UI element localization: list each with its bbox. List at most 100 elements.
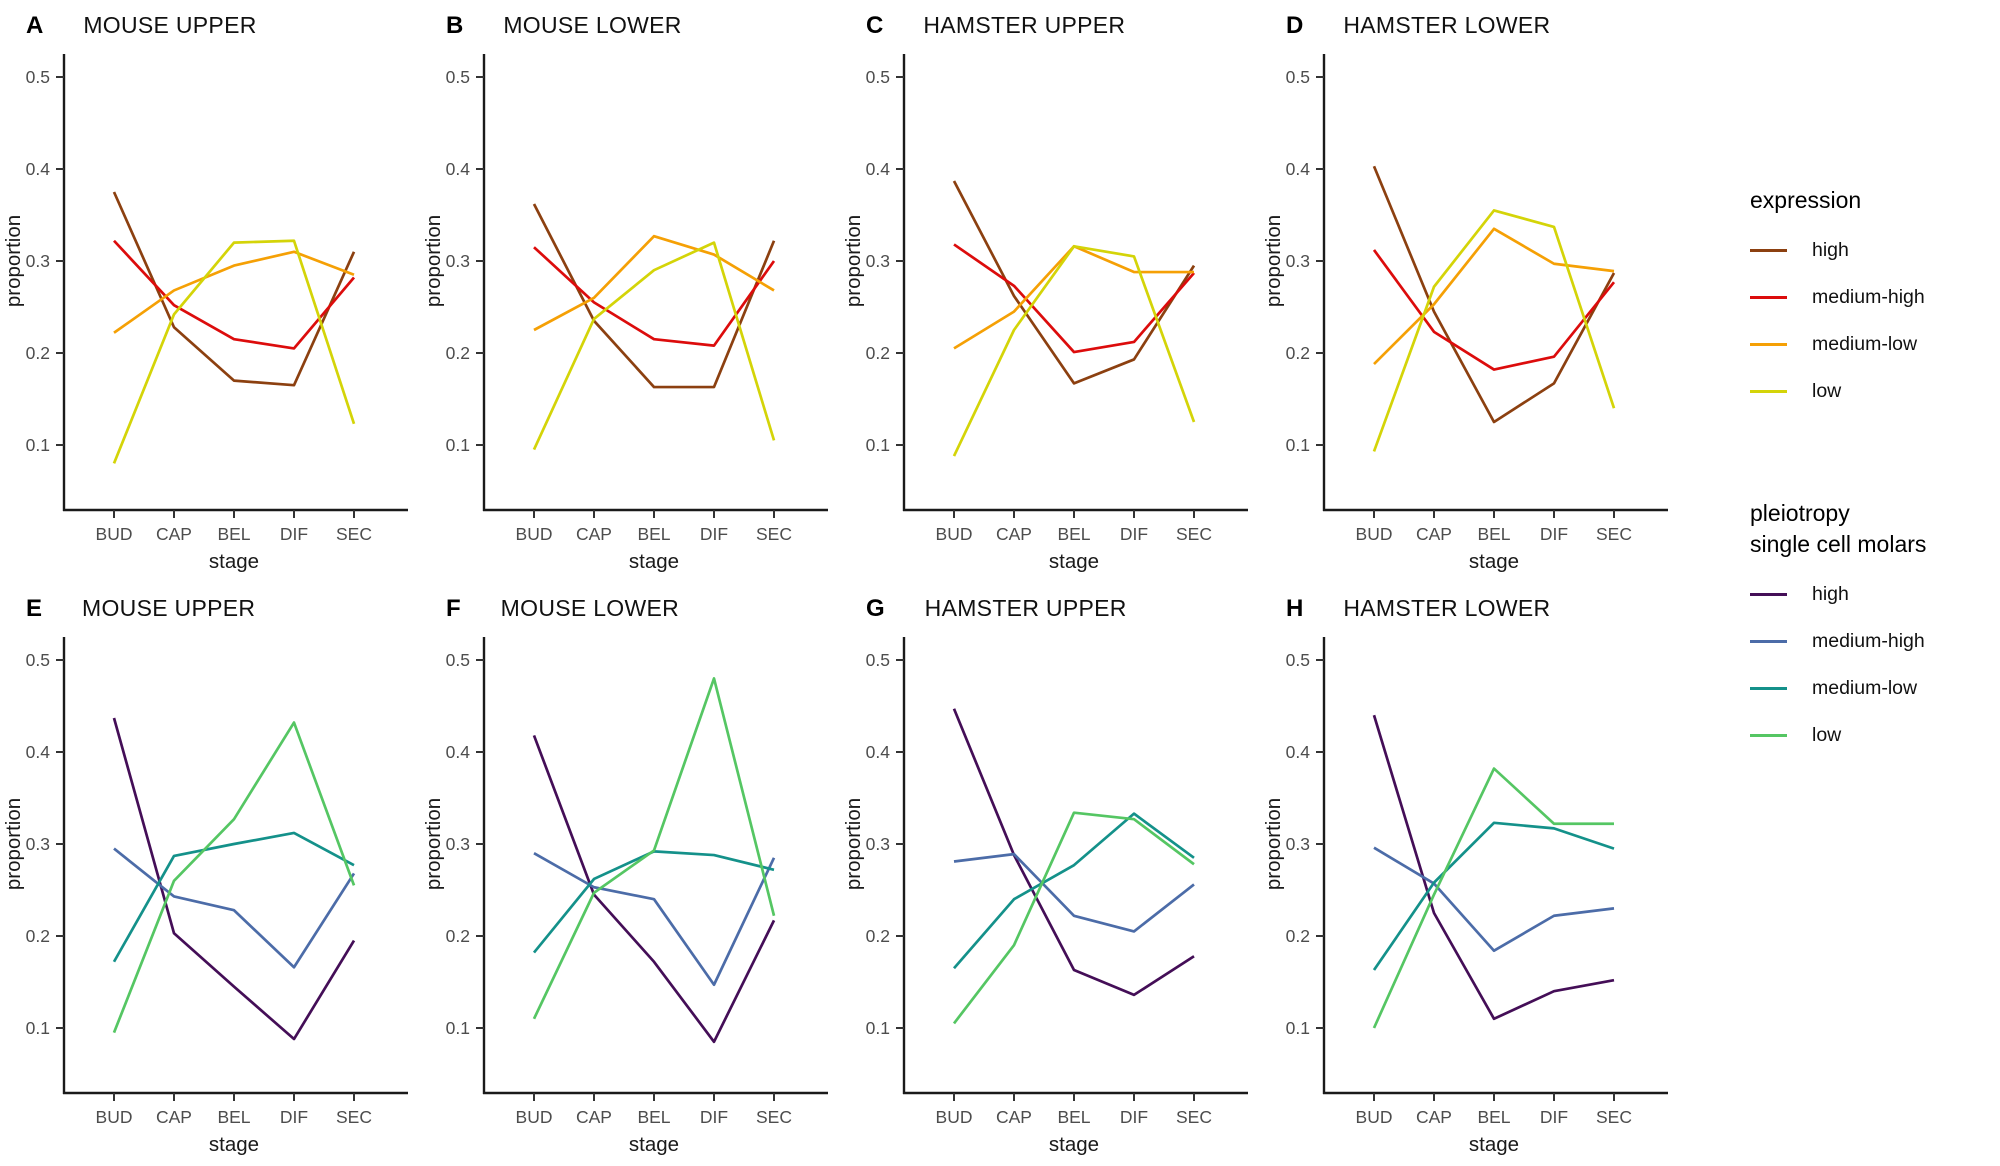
- svg-text:0.2: 0.2: [866, 926, 890, 946]
- legend-item-pleiotropy-low: low: [1750, 724, 2000, 747]
- series-line-low: [952, 811, 1195, 1025]
- series-line-low: [1372, 209, 1616, 452]
- svg-text:BEL: BEL: [1477, 524, 1510, 544]
- panel-c: C HAMSTER UPPER 0.1 0.2 0.3 0.4 0.5 proportio…: [840, 0, 1260, 583]
- svg-text:0.3: 0.3: [1286, 251, 1310, 271]
- line-swatch-high: [1750, 593, 1787, 597]
- svg-text:DIF: DIF: [1540, 524, 1568, 544]
- line-chart-mouse-upper-expression: 0.1 0.2 0.3 0.4 0.5 proportion BUD CAP BEL DIF SEC…: [2, 54, 408, 573]
- series-line-low: [532, 677, 776, 1020]
- x-axis-label: stage: [209, 1133, 259, 1156]
- series-line-medium-low: [113, 250, 355, 334]
- svg-text:SEC: SEC: [1176, 1107, 1212, 1127]
- svg-text:DIF: DIF: [1540, 1107, 1568, 1127]
- panel-a: A MOUSE UPPER 0.1 0.2 0.3 0.4 0.5 proportion B…: [0, 0, 420, 583]
- svg-text:0.2: 0.2: [1286, 926, 1310, 946]
- series-lines: [532, 677, 776, 1044]
- svg-text:0.4: 0.4: [866, 742, 891, 762]
- x-axis-label: stage: [209, 550, 259, 573]
- legend-item-label: medium-low: [1812, 333, 1918, 356]
- legend-item-expression-high: high: [1750, 239, 2000, 262]
- svg-text:0.2: 0.2: [446, 343, 470, 363]
- svg-text:0.4: 0.4: [446, 159, 471, 179]
- x-axis: BUD CAP BEL DIF SEC stage: [63, 1091, 408, 1156]
- series-line-medium-low: [532, 850, 775, 954]
- legend-title-expression: expression: [1750, 187, 1862, 213]
- x-axis-label: stage: [1469, 1133, 1519, 1156]
- x-axis: BUD CAP BEL DIF SEC stage: [483, 1091, 828, 1156]
- series-line-medium-high: [113, 239, 356, 350]
- series-line-low: [112, 721, 356, 1034]
- line-swatch-low: [1750, 734, 1787, 738]
- svg-text:0.1: 0.1: [1286, 1018, 1310, 1038]
- panel-h-header: H HAMSTER LOWER: [1260, 583, 1680, 625]
- x-axis: BUD CAP BEL DIF SEC stage: [1323, 1091, 1668, 1156]
- series-line-medium-low: [1372, 821, 1615, 971]
- y-axis: 0.1 0.2 0.3 0.4 0.5 proportion: [1262, 54, 1326, 511]
- svg-text:BUD: BUD: [96, 1107, 133, 1127]
- panel-letter: B: [446, 12, 464, 39]
- series-lines: [112, 191, 356, 464]
- panel-letter: F: [446, 595, 461, 622]
- panel-letter: D: [1286, 12, 1304, 39]
- y-axis: 0.1 0.2 0.3 0.4 0.5 proportion: [842, 637, 906, 1094]
- svg-text:BEL: BEL: [217, 524, 250, 544]
- series-lines: [1372, 714, 1615, 1029]
- series-line-medium-low: [952, 812, 1195, 970]
- svg-text:0.5: 0.5: [446, 650, 470, 670]
- svg-text:CAP: CAP: [1416, 524, 1452, 544]
- y-axis-label: proportion: [842, 215, 865, 307]
- y-axis: 0.1 0.2 0.3 0.4 0.5 proportion: [2, 54, 66, 511]
- panel-g-header: G HAMSTER UPPER: [840, 583, 1260, 625]
- svg-text:BUD: BUD: [516, 524, 553, 544]
- y-axis-label: proportion: [1262, 215, 1285, 307]
- svg-text:0.4: 0.4: [1286, 159, 1311, 179]
- x-axis: BUD CAP BEL DIF SEC stage: [903, 1091, 1248, 1156]
- panel-title: HAMSTER LOWER: [1343, 595, 1551, 621]
- line-chart-hamster-lower-pleiotropy: 0.1 0.2 0.3 0.4 0.5 proportion BUD CAP BEL DIF SEC…: [1262, 637, 1668, 1156]
- panel-e: E MOUSE UPPER 0.1 0.2 0.3 0.4 0.5 proportion B…: [0, 583, 420, 1166]
- series-line-high: [952, 180, 1196, 385]
- svg-text:0.2: 0.2: [26, 343, 50, 363]
- line-swatch-high: [1750, 249, 1787, 253]
- svg-text:CAP: CAP: [996, 524, 1032, 544]
- svg-text:0.1: 0.1: [446, 435, 470, 455]
- svg-text:SEC: SEC: [1596, 1107, 1632, 1127]
- svg-text:CAP: CAP: [996, 1107, 1032, 1127]
- legend-title-line-2: single cell molars: [1750, 530, 1927, 557]
- svg-text:DIF: DIF: [280, 524, 308, 544]
- legend-item-expression-medium-low: medium-low: [1750, 333, 2000, 356]
- series-lines: [952, 180, 1196, 457]
- svg-text:0.4: 0.4: [26, 742, 51, 762]
- x-axis: BUD CAP BEL DIF SEC stage: [483, 508, 828, 573]
- y-axis: 0.1 0.2 0.3 0.4 0.5 proportion: [422, 54, 486, 511]
- series-lines: [112, 717, 356, 1041]
- line-chart-mouse-lower-expression: 0.1 0.2 0.3 0.4 0.5 proportion BUD CAP BEL DIF SEC…: [422, 54, 828, 573]
- series-line-medium-high: [113, 847, 356, 969]
- svg-text:BUD: BUD: [1356, 1107, 1393, 1127]
- legend: expression high medium-high medium-low l…: [1680, 0, 2000, 1166]
- panel-f-header: F MOUSE LOWER: [420, 583, 840, 625]
- svg-text:BEL: BEL: [637, 1107, 670, 1127]
- legend-item-expression-low: low: [1750, 380, 2000, 403]
- y-axis-label: proportion: [2, 798, 25, 890]
- svg-text:0.5: 0.5: [1286, 67, 1310, 87]
- y-axis-label: proportion: [422, 798, 445, 890]
- x-axis: BUD CAP BEL DIF SEC stage: [903, 508, 1248, 573]
- panel-g: G HAMSTER UPPER 0.1 0.2 0.3 0.4 0.5 proportio…: [840, 583, 1260, 1166]
- panel-e-header: E MOUSE UPPER: [0, 583, 420, 625]
- panel-letter: A: [26, 12, 44, 39]
- panel-f: F MOUSE LOWER 0.1 0.2 0.3 0.4 0.5 proportion B…: [420, 583, 840, 1166]
- svg-text:0.1: 0.1: [1286, 435, 1310, 455]
- panel-title: MOUSE LOWER: [500, 595, 680, 621]
- svg-text:DIF: DIF: [1120, 524, 1148, 544]
- panel-b: B MOUSE LOWER 0.1 0.2 0.3 0.4 0.5 proportion B…: [420, 0, 840, 583]
- legend-item-label: medium-high: [1812, 630, 1925, 653]
- series-line-high: [532, 734, 776, 1044]
- series-line-medium-high: [533, 246, 776, 347]
- legend-item-expression-medium-high: medium-high: [1750, 286, 2000, 309]
- svg-text:0.3: 0.3: [446, 834, 470, 854]
- svg-text:0.2: 0.2: [446, 926, 470, 946]
- svg-text:DIF: DIF: [700, 1107, 728, 1127]
- legend-item-label: medium-low: [1812, 677, 1918, 700]
